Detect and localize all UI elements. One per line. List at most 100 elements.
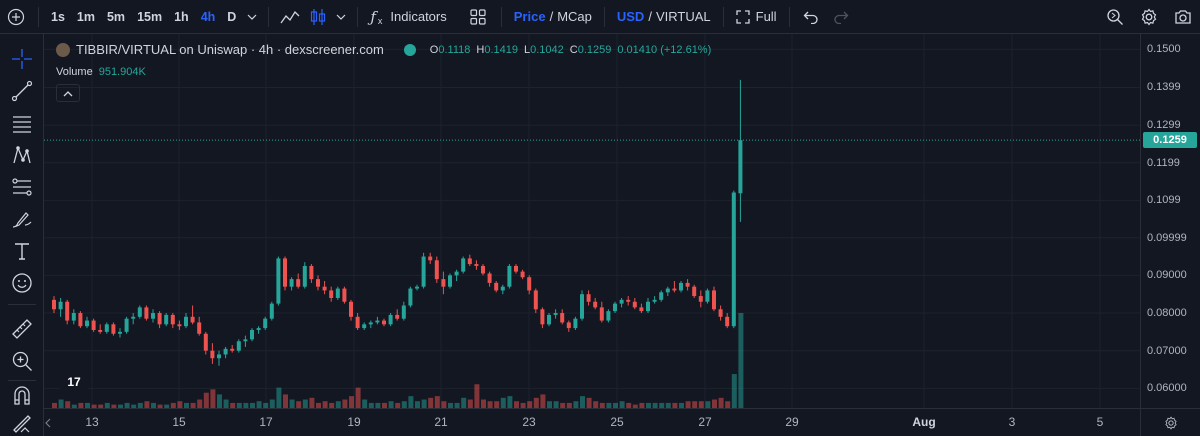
price-tick-label: 0.08000 bbox=[1147, 307, 1187, 320]
candle-body bbox=[401, 305, 406, 319]
volume-bar bbox=[725, 401, 731, 408]
time-tick-label: 19 bbox=[347, 415, 361, 429]
redo-icon[interactable] bbox=[826, 0, 856, 34]
candles-chart-icon[interactable] bbox=[305, 0, 331, 34]
settings-gear-icon[interactable] bbox=[1132, 0, 1166, 34]
volume-bar bbox=[137, 402, 143, 408]
time-tick-label: Aug bbox=[912, 415, 936, 429]
candle-body bbox=[85, 320, 89, 327]
volume-bar bbox=[566, 402, 572, 408]
candle-body bbox=[632, 301, 637, 308]
time-tick-label: 29 bbox=[785, 415, 799, 429]
timeframe-15m[interactable]: 15m bbox=[137, 9, 163, 24]
brush-icon[interactable] bbox=[6, 204, 38, 234]
price-tick-label: 0.1500 bbox=[1147, 43, 1181, 56]
magnet-icon[interactable] bbox=[6, 380, 38, 410]
chart-pane[interactable] bbox=[44, 34, 1140, 408]
volume-bar bbox=[731, 374, 737, 408]
volume-bar bbox=[263, 402, 269, 408]
volume-bar bbox=[210, 389, 216, 408]
fullscreen-icon bbox=[735, 9, 750, 24]
price-mcap-toggle[interactable]: Price / MCap bbox=[508, 0, 598, 34]
volume-bar bbox=[467, 399, 473, 408]
quick-search-icon[interactable] bbox=[1098, 0, 1132, 34]
line-chart-icon[interactable] bbox=[275, 0, 305, 34]
candle-body bbox=[428, 256, 433, 261]
volume-bar bbox=[322, 401, 328, 408]
candle-body bbox=[362, 324, 367, 329]
candle-body bbox=[118, 331, 122, 334]
fullscreen-button[interactable]: Full bbox=[730, 0, 783, 34]
timeframe-4h[interactable]: 4h bbox=[200, 9, 216, 24]
chevron-up-icon bbox=[63, 90, 73, 96]
currency-toggle[interactable]: USD / VIRTUAL bbox=[611, 0, 717, 34]
candle-body bbox=[58, 301, 63, 310]
layouts-grid-icon[interactable] bbox=[461, 0, 495, 34]
candle-body bbox=[626, 299, 631, 302]
candle-body bbox=[71, 313, 76, 321]
timeframe-5m[interactable]: 5m bbox=[106, 9, 126, 24]
chart-type-chevron-icon[interactable] bbox=[331, 0, 351, 34]
scroll-left-icon[interactable] bbox=[44, 409, 52, 436]
screenshot-camera-icon[interactable] bbox=[1166, 0, 1200, 34]
mcap-option: MCap bbox=[557, 9, 592, 24]
candle-body bbox=[599, 307, 604, 321]
undo-icon[interactable] bbox=[796, 0, 826, 34]
volume-bar bbox=[415, 401, 420, 408]
volume-bar bbox=[461, 397, 467, 408]
timeframe-1m[interactable]: 1m bbox=[76, 9, 95, 24]
volume-bar bbox=[203, 392, 209, 408]
collapse-legend-button[interactable] bbox=[56, 84, 80, 102]
crosshair-icon[interactable] bbox=[6, 44, 38, 74]
lock-drawing-icon[interactable] bbox=[6, 408, 38, 436]
time-axis[interactable]: 13 15 17 19 21 23 25 27 29 Aug 3 5 bbox=[44, 408, 1140, 436]
fib-retracement-icon[interactable] bbox=[6, 172, 38, 202]
ruler-icon[interactable] bbox=[6, 314, 38, 344]
volume-bar bbox=[256, 401, 262, 408]
trend-line-icon[interactable] bbox=[6, 76, 38, 106]
volume-bar bbox=[78, 402, 84, 408]
zoom-in-icon[interactable] bbox=[6, 346, 38, 376]
volume-bar bbox=[652, 402, 658, 408]
price-chart[interactable] bbox=[44, 34, 1140, 408]
volume-bar bbox=[632, 404, 638, 408]
volume-bar bbox=[514, 401, 519, 408]
volume-bar bbox=[91, 404, 97, 408]
price-tick-label: 0.09000 bbox=[1147, 269, 1187, 282]
volume-bar bbox=[362, 399, 368, 408]
candle-body bbox=[639, 307, 644, 312]
volume-bar bbox=[401, 401, 407, 408]
timeframe-1s[interactable]: 1s bbox=[51, 9, 65, 24]
timeframe-dropdown-chevron-icon[interactable] bbox=[242, 0, 262, 34]
horizontal-lines-icon[interactable] bbox=[6, 108, 38, 138]
open-label: O bbox=[429, 43, 439, 56]
volume-bar bbox=[52, 402, 57, 408]
pattern-tool-icon[interactable] bbox=[6, 140, 38, 170]
tradingview-logo[interactable]: 17 bbox=[58, 368, 90, 396]
volume-value: 951.904K bbox=[98, 66, 146, 78]
add-symbol-icon[interactable] bbox=[0, 0, 32, 34]
price-axis[interactable]: 0.1500 0.1399 0.1299 0.1199 0.1099 0.09999 0.0… bbox=[1140, 34, 1200, 408]
timeframe-D[interactable]: D bbox=[227, 9, 237, 24]
volume-bar bbox=[685, 401, 691, 408]
volume-bar bbox=[679, 402, 684, 408]
time-tick-label: 21 bbox=[434, 415, 448, 429]
price-option: Price bbox=[513, 9, 546, 24]
text-tool-icon[interactable] bbox=[6, 236, 38, 266]
candle-body bbox=[474, 264, 479, 266]
candle-body bbox=[441, 279, 446, 287]
candle-body bbox=[210, 350, 215, 359]
usd-option: USD bbox=[616, 9, 645, 24]
candle-body bbox=[170, 314, 175, 325]
candle-body bbox=[316, 279, 320, 287]
volume-bar bbox=[217, 394, 222, 408]
time-tick-label: 23 bbox=[522, 415, 536, 429]
volume-bar bbox=[527, 401, 533, 408]
timeframe-1h[interactable]: 1h bbox=[174, 9, 189, 24]
function-icon: ƒ bbox=[370, 7, 376, 26]
emoji-icon[interactable] bbox=[6, 268, 38, 298]
axis-settings-icon[interactable] bbox=[1140, 408, 1200, 436]
volume-bar bbox=[441, 401, 447, 408]
volume-bar bbox=[58, 399, 64, 408]
